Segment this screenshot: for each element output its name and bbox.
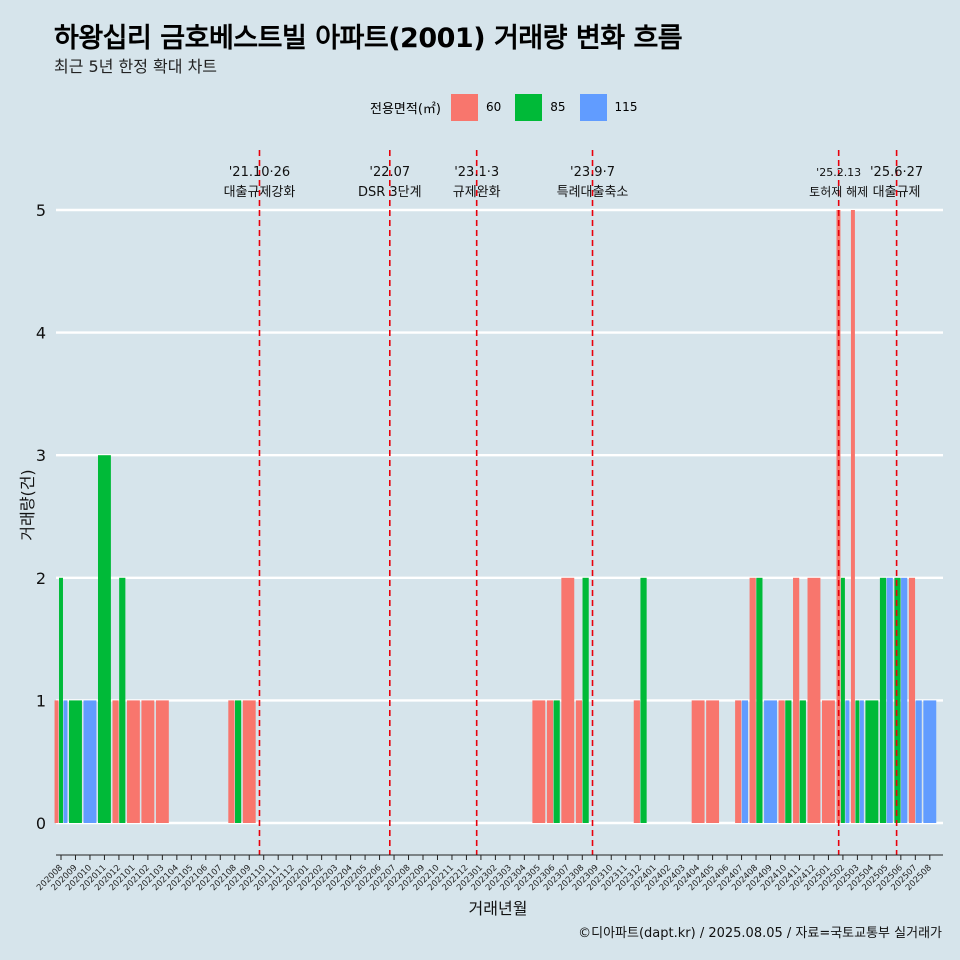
y-tick-label: 2 bbox=[36, 569, 46, 588]
y-axis-title: 거래량(건) bbox=[18, 469, 37, 540]
bar-60-202103 bbox=[155, 700, 169, 823]
bar-60-202012 bbox=[112, 700, 119, 823]
bar-85-202503 bbox=[855, 700, 860, 823]
bar-60-202108 bbox=[228, 700, 235, 823]
bar-85-202312 bbox=[640, 577, 647, 823]
bar-85-202504 bbox=[865, 700, 879, 823]
event-name-label: 토허제 해제 bbox=[809, 185, 868, 199]
bar-85-202411 bbox=[799, 700, 806, 823]
legend-title: 전용면적(㎡) bbox=[370, 101, 441, 117]
legend-item-60: 60 bbox=[450, 93, 502, 121]
event-name-label: 대출규제강화 bbox=[224, 185, 296, 200]
bar-60-202101 bbox=[126, 700, 140, 823]
event-date-label: '22.07 bbox=[369, 165, 410, 180]
bar-60-202408 bbox=[749, 577, 756, 823]
bar-115-202505 bbox=[886, 577, 893, 823]
legend-item-115: 115 bbox=[579, 93, 638, 121]
bar-60-202407 bbox=[735, 700, 742, 823]
bar-85-202011 bbox=[97, 455, 111, 823]
legend-swatch-85 bbox=[515, 93, 543, 121]
chart-subtitle: 최근 5년 한정 확대 차트 bbox=[54, 57, 218, 76]
bar-115-202506 bbox=[901, 577, 908, 823]
bar-60-202109 bbox=[242, 700, 256, 823]
event-date-label: '25.6·27 bbox=[870, 165, 923, 180]
bar-60-202410 bbox=[778, 700, 785, 823]
bar-115-202010 bbox=[83, 700, 97, 823]
bar-85-202410 bbox=[785, 700, 792, 823]
bar-85-202306 bbox=[553, 700, 560, 823]
y-tick-label: 0 bbox=[36, 814, 46, 833]
legend-swatch-60 bbox=[450, 93, 478, 121]
y-tick-label: 1 bbox=[36, 691, 46, 710]
event-name-label: 대출규제 bbox=[873, 185, 921, 200]
bar-60-202308 bbox=[575, 700, 583, 823]
legend-item-85: 85 bbox=[515, 93, 566, 121]
event-date-label: '21.10·26 bbox=[229, 165, 290, 180]
bar-115-202502 bbox=[845, 700, 850, 823]
bar-60-202501 bbox=[821, 700, 835, 823]
source-caption: ©디아파트(dapt.kr) / 2025.08.05 / 자료=국토교통부 실… bbox=[578, 926, 942, 941]
bar-85-202108 bbox=[235, 700, 242, 823]
bar-85-202502 bbox=[840, 577, 845, 823]
y-tick-label: 5 bbox=[36, 201, 46, 220]
legend: 전용면적(㎡) 60 85 115 bbox=[370, 93, 651, 121]
bar-60-202411 bbox=[793, 577, 800, 823]
bar-60-202008 bbox=[54, 700, 59, 823]
y-tick-label: 3 bbox=[36, 446, 46, 465]
bar-85-202505 bbox=[879, 577, 887, 823]
bar-115-202507 bbox=[915, 700, 922, 823]
event-name-label: 특례대출축소 bbox=[557, 185, 629, 200]
event-name-label: 규제완화 bbox=[453, 185, 501, 200]
bar-60-202102 bbox=[141, 700, 155, 823]
bar-60-202312 bbox=[633, 700, 640, 823]
legend-swatch-115 bbox=[579, 93, 607, 121]
event-date-label: '23.9·7 bbox=[570, 165, 615, 180]
legend-label-60: 60 bbox=[485, 100, 502, 114]
bar-60-202502 bbox=[836, 210, 841, 823]
bar-60-202307 bbox=[561, 577, 575, 823]
bar-115-202008 bbox=[63, 700, 68, 823]
legend-label-115: 115 bbox=[614, 100, 638, 114]
bar-115-202407 bbox=[741, 700, 749, 823]
bar-60-202503 bbox=[850, 210, 855, 823]
chart-title: 하왕십리 금호베스트빌 아파트(2001) 거래량 변화 흐름 bbox=[54, 23, 683, 54]
bar-115-202503 bbox=[859, 700, 864, 823]
bar-60-202405 bbox=[706, 700, 720, 823]
bar-60-202412 bbox=[807, 577, 821, 823]
bar-60-202404 bbox=[691, 700, 705, 823]
y-tick-label: 4 bbox=[36, 324, 46, 343]
bar-85-202009 bbox=[69, 700, 82, 823]
bar-115-202409 bbox=[764, 700, 777, 823]
bar-115-202508 bbox=[923, 700, 937, 823]
bar-60-202306 bbox=[546, 700, 554, 823]
event-date-label: '25.2.13 bbox=[816, 166, 861, 179]
bar-60-202507 bbox=[908, 577, 916, 823]
bar-85-202008 bbox=[59, 577, 63, 823]
event-name-label: DSR 3단계 bbox=[358, 185, 422, 200]
bar-60-202305 bbox=[532, 700, 546, 823]
bar-85-202308 bbox=[582, 577, 589, 823]
legend-label-85: 85 bbox=[550, 100, 566, 114]
bar-85-202408 bbox=[756, 577, 763, 823]
bar-85-202012 bbox=[119, 577, 126, 823]
bar-85-202506 bbox=[894, 577, 901, 823]
x-axis-title: 거래년월 bbox=[469, 899, 528, 918]
event-date-label: '23.1·3 bbox=[454, 165, 499, 180]
